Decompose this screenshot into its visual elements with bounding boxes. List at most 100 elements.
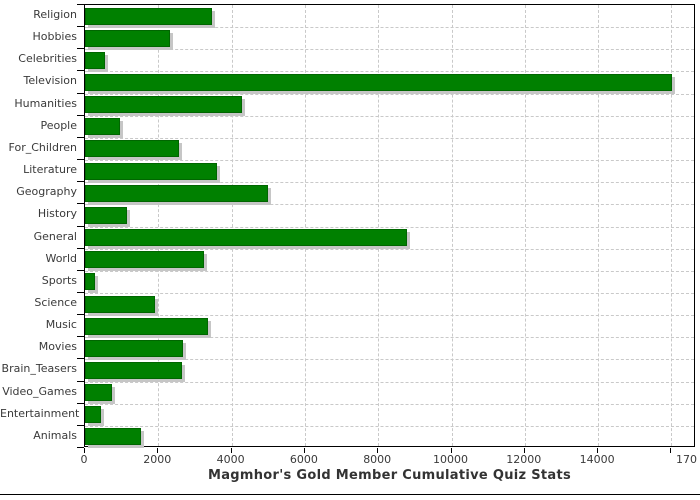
x-axis-tick xyxy=(157,448,159,453)
bar-celebrities xyxy=(85,51,105,69)
y-axis-tick xyxy=(77,92,84,94)
bottom-divider-line xyxy=(0,494,700,495)
gridline-horizontal xyxy=(85,71,694,73)
category-label: Television xyxy=(23,74,78,88)
gridline-vertical xyxy=(378,5,380,446)
gridline-vertical xyxy=(158,5,160,446)
bar-history xyxy=(85,206,127,224)
x-axis-clipped-max-label: 170 xyxy=(676,453,697,466)
bar-movies xyxy=(85,339,183,357)
bar-geography xyxy=(85,184,268,202)
y-axis-tick xyxy=(77,380,84,382)
x-axis-tick xyxy=(523,448,525,453)
gridline-horizontal xyxy=(85,204,694,206)
category-label: Geography xyxy=(16,185,77,199)
y-axis-tick xyxy=(77,447,84,448)
gridline-horizontal xyxy=(85,425,694,427)
bar-general xyxy=(85,229,407,247)
bar-television xyxy=(85,74,672,92)
gridline-vertical xyxy=(671,5,673,446)
bar-brain-teasers xyxy=(85,361,182,379)
category-label: Science xyxy=(34,295,77,309)
gridline-horizontal xyxy=(85,403,694,405)
x-axis-tick-label: 4000 xyxy=(216,453,245,466)
gridline-horizontal xyxy=(85,270,694,272)
category-label: Humanities xyxy=(14,96,77,110)
gridline-horizontal xyxy=(85,49,694,51)
y-axis-tick xyxy=(77,225,84,227)
x-axis-tick-label: 8000 xyxy=(363,453,392,466)
category-label: General xyxy=(33,229,77,243)
x-axis-tick xyxy=(670,448,672,453)
x-axis-tick xyxy=(597,448,599,453)
bar-animals xyxy=(85,428,141,446)
bar-people xyxy=(85,118,120,136)
plot-area xyxy=(84,4,695,447)
bar-for-children xyxy=(85,140,179,158)
y-axis-tick xyxy=(77,291,84,293)
category-label: Literature xyxy=(23,163,77,177)
bar-sports xyxy=(85,273,95,291)
bar-entertainment xyxy=(85,406,101,424)
category-label: Video_Games xyxy=(2,384,77,398)
y-axis-tick xyxy=(77,159,84,161)
x-axis-tick xyxy=(450,448,452,453)
y-axis-tick xyxy=(77,70,84,72)
category-label: Religion xyxy=(33,8,77,21)
gridline-horizontal xyxy=(85,248,694,250)
category-label: People xyxy=(40,118,77,132)
category-label: Movies xyxy=(38,340,77,354)
bar-humanities xyxy=(85,96,242,114)
x-axis-tick-label: 2000 xyxy=(143,453,172,466)
gridline-horizontal xyxy=(85,160,694,162)
gridline-horizontal xyxy=(85,337,694,339)
y-axis-tick xyxy=(77,269,84,271)
gridline-vertical xyxy=(231,5,233,446)
y-axis-tick xyxy=(77,136,84,138)
x-axis-tick-label: 10000 xyxy=(433,453,468,466)
category-label: Animals xyxy=(33,428,77,442)
gridline-horizontal xyxy=(85,226,694,228)
gridline-horizontal xyxy=(85,381,694,383)
category-label: For_Children xyxy=(8,140,77,154)
gridline-horizontal xyxy=(85,93,694,95)
y-axis-tick xyxy=(77,424,84,426)
bar-hobbies xyxy=(85,29,170,47)
gridline-vertical xyxy=(304,5,306,446)
gridline-horizontal xyxy=(85,315,694,317)
y-axis-category-labels: Religion Hobbies Celebrities Television Huma… xyxy=(0,4,79,447)
gridline-horizontal xyxy=(85,359,694,361)
x-axis-tick-label: 6000 xyxy=(289,453,318,466)
y-axis-tick xyxy=(77,314,84,316)
category-label: Hobbies xyxy=(32,30,77,44)
bar-video-games xyxy=(85,384,112,402)
bar-literature xyxy=(85,162,217,180)
x-axis-tick-label: 0 xyxy=(80,453,88,466)
category-label: Celebrities xyxy=(18,52,77,66)
category-label: Sports xyxy=(41,273,77,287)
gridline-horizontal xyxy=(85,137,694,139)
category-label: Brain_Teasers xyxy=(1,362,77,376)
x-axis-tick xyxy=(377,448,379,453)
y-axis-tick xyxy=(77,48,84,50)
x-axis-tick-label: 12000 xyxy=(506,453,542,466)
bar-science xyxy=(85,295,155,313)
x-axis-tick xyxy=(303,448,305,453)
category-label: History xyxy=(37,207,77,221)
category-label: World xyxy=(45,251,77,265)
gridline-vertical xyxy=(451,5,453,446)
gridline-vertical xyxy=(524,5,526,446)
category-label: Music xyxy=(45,318,77,332)
y-axis-tick xyxy=(77,247,84,249)
y-axis-tick xyxy=(77,336,84,338)
bar-religion xyxy=(85,7,212,25)
y-axis-tick xyxy=(77,358,84,360)
y-axis-tick xyxy=(77,402,84,404)
x-axis-tick-label: 14000 xyxy=(579,453,615,466)
bar-music xyxy=(85,317,208,335)
x-axis-tick xyxy=(84,448,85,453)
y-axis-tick xyxy=(77,4,84,5)
y-axis-tick xyxy=(77,114,84,116)
gridline-horizontal xyxy=(85,115,694,117)
